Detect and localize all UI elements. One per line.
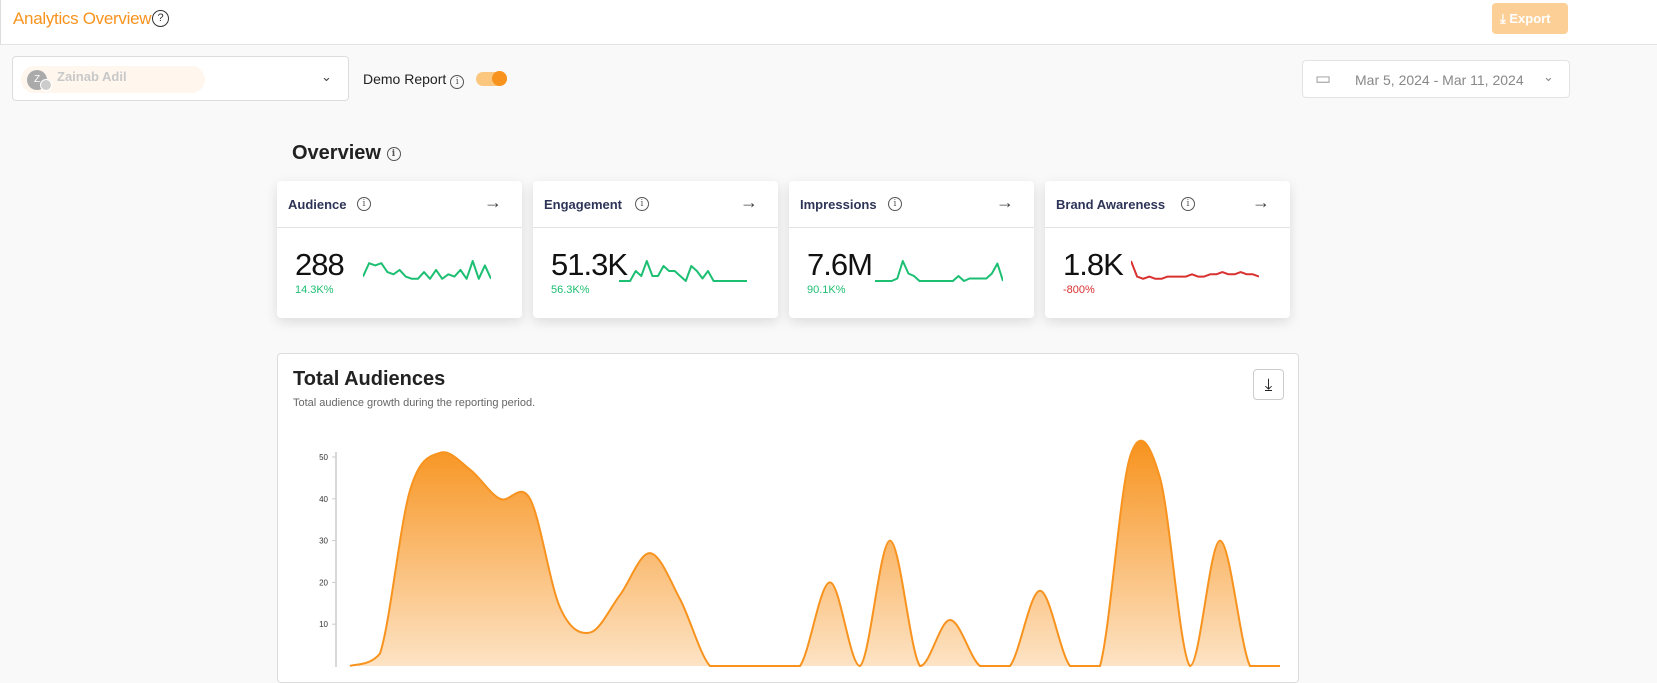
card-label: Impressions (800, 197, 877, 212)
card-change: -800% (1063, 284, 1095, 296)
card-value: 288 (295, 247, 345, 282)
sparkline (1131, 260, 1259, 280)
download-button[interactable]: ⤓ (1253, 369, 1284, 400)
download-icon: ⤓ (1264, 375, 1273, 394)
arrow-right-icon[interactable]: → (1252, 192, 1270, 212)
info-icon[interactable]: i (386, 147, 401, 161)
overview-heading: Overview i (292, 142, 401, 165)
date-range: Mar 5, 2024 - Mar 11, 2024 (1355, 72, 1524, 88)
account-chip (21, 66, 205, 93)
metric-card-brand-awareness[interactable]: Brand Awareness i → 1.8K -800% (1045, 181, 1290, 318)
demo-report-label: Demo Report i (363, 71, 465, 89)
arrow-right-icon[interactable]: → (740, 192, 758, 212)
y-tick-label: 40 (319, 495, 328, 504)
twitter-icon (40, 79, 52, 91)
metric-card-engagement[interactable]: Engagement i → 51.3K 56.3K% (533, 181, 778, 318)
card-value: 1.8K (1063, 247, 1124, 282)
y-tick-label: 50 (319, 453, 328, 462)
chevron-down-icon: ⌄ (1543, 69, 1554, 84)
card-label: Audience (288, 197, 347, 212)
info-icon[interactable]: i (357, 197, 371, 211)
page-title: Analytics Overview (13, 9, 152, 28)
panel-title: Total Audiences (293, 368, 446, 390)
total-audiences-chart: 10 20 30 40 50 (319, 439, 1280, 667)
y-tick-label: 20 (319, 578, 328, 587)
arrow-right-icon[interactable]: → (996, 192, 1014, 212)
arrow-right-icon[interactable]: → (484, 192, 502, 212)
card-value: 7.6M (807, 247, 873, 282)
card-header: Audience i → (277, 181, 522, 228)
info-icon[interactable]: i (635, 197, 649, 211)
metric-card-impressions[interactable]: Impressions i → 7.6M 90.1K% (789, 181, 1034, 318)
card-change: 90.1K% (807, 284, 846, 296)
chevron-down-icon: ⌄ (321, 69, 332, 84)
demo-report-toggle[interactable] (476, 71, 507, 86)
account-select[interactable]: Z Zainab Adil ⌄ (12, 56, 349, 101)
card-value: 51.3K (551, 247, 628, 282)
card-label: Brand Awareness (1056, 197, 1166, 212)
card-change: 14.3K% (295, 284, 334, 296)
y-tick-label: 10 (319, 620, 328, 629)
card-header: Impressions i → (789, 181, 1034, 228)
card-header: Brand Awareness i → (1045, 181, 1290, 228)
info-icon[interactable]: i (888, 197, 902, 211)
calendar-icon: ▭ (1315, 69, 1332, 88)
card-label: Engagement (544, 197, 623, 212)
export-label: Export (1509, 11, 1551, 26)
panel-subtitle: Total audience growth during the reporti… (293, 397, 536, 409)
export-button[interactable]: ⤓ Export (1492, 3, 1568, 34)
sparkline (619, 260, 747, 282)
sparkline (363, 260, 491, 280)
card-header: Engagement i → (533, 181, 778, 228)
date-range-picker[interactable]: ▭ Mar 5, 2024 - Mar 11, 2024 ⌄ (1302, 60, 1570, 98)
sparkline (875, 260, 1003, 282)
y-tick-label: 30 (319, 537, 328, 546)
top-bar: Analytics Overview ? ⤓ Export (0, 0, 1657, 45)
area-fill (350, 440, 1280, 666)
card-change: 56.3K% (551, 284, 590, 296)
account-name: Zainab Adil (57, 69, 127, 84)
download-icon: ⤓ (1500, 11, 1506, 26)
metric-card-audience[interactable]: Audience i → 288 14.3K% (277, 181, 522, 318)
question-circle-icon[interactable]: ? (152, 10, 169, 27)
info-icon[interactable]: i (450, 75, 465, 89)
area-line (349, 439, 1280, 667)
info-icon[interactable]: i (1181, 197, 1195, 211)
